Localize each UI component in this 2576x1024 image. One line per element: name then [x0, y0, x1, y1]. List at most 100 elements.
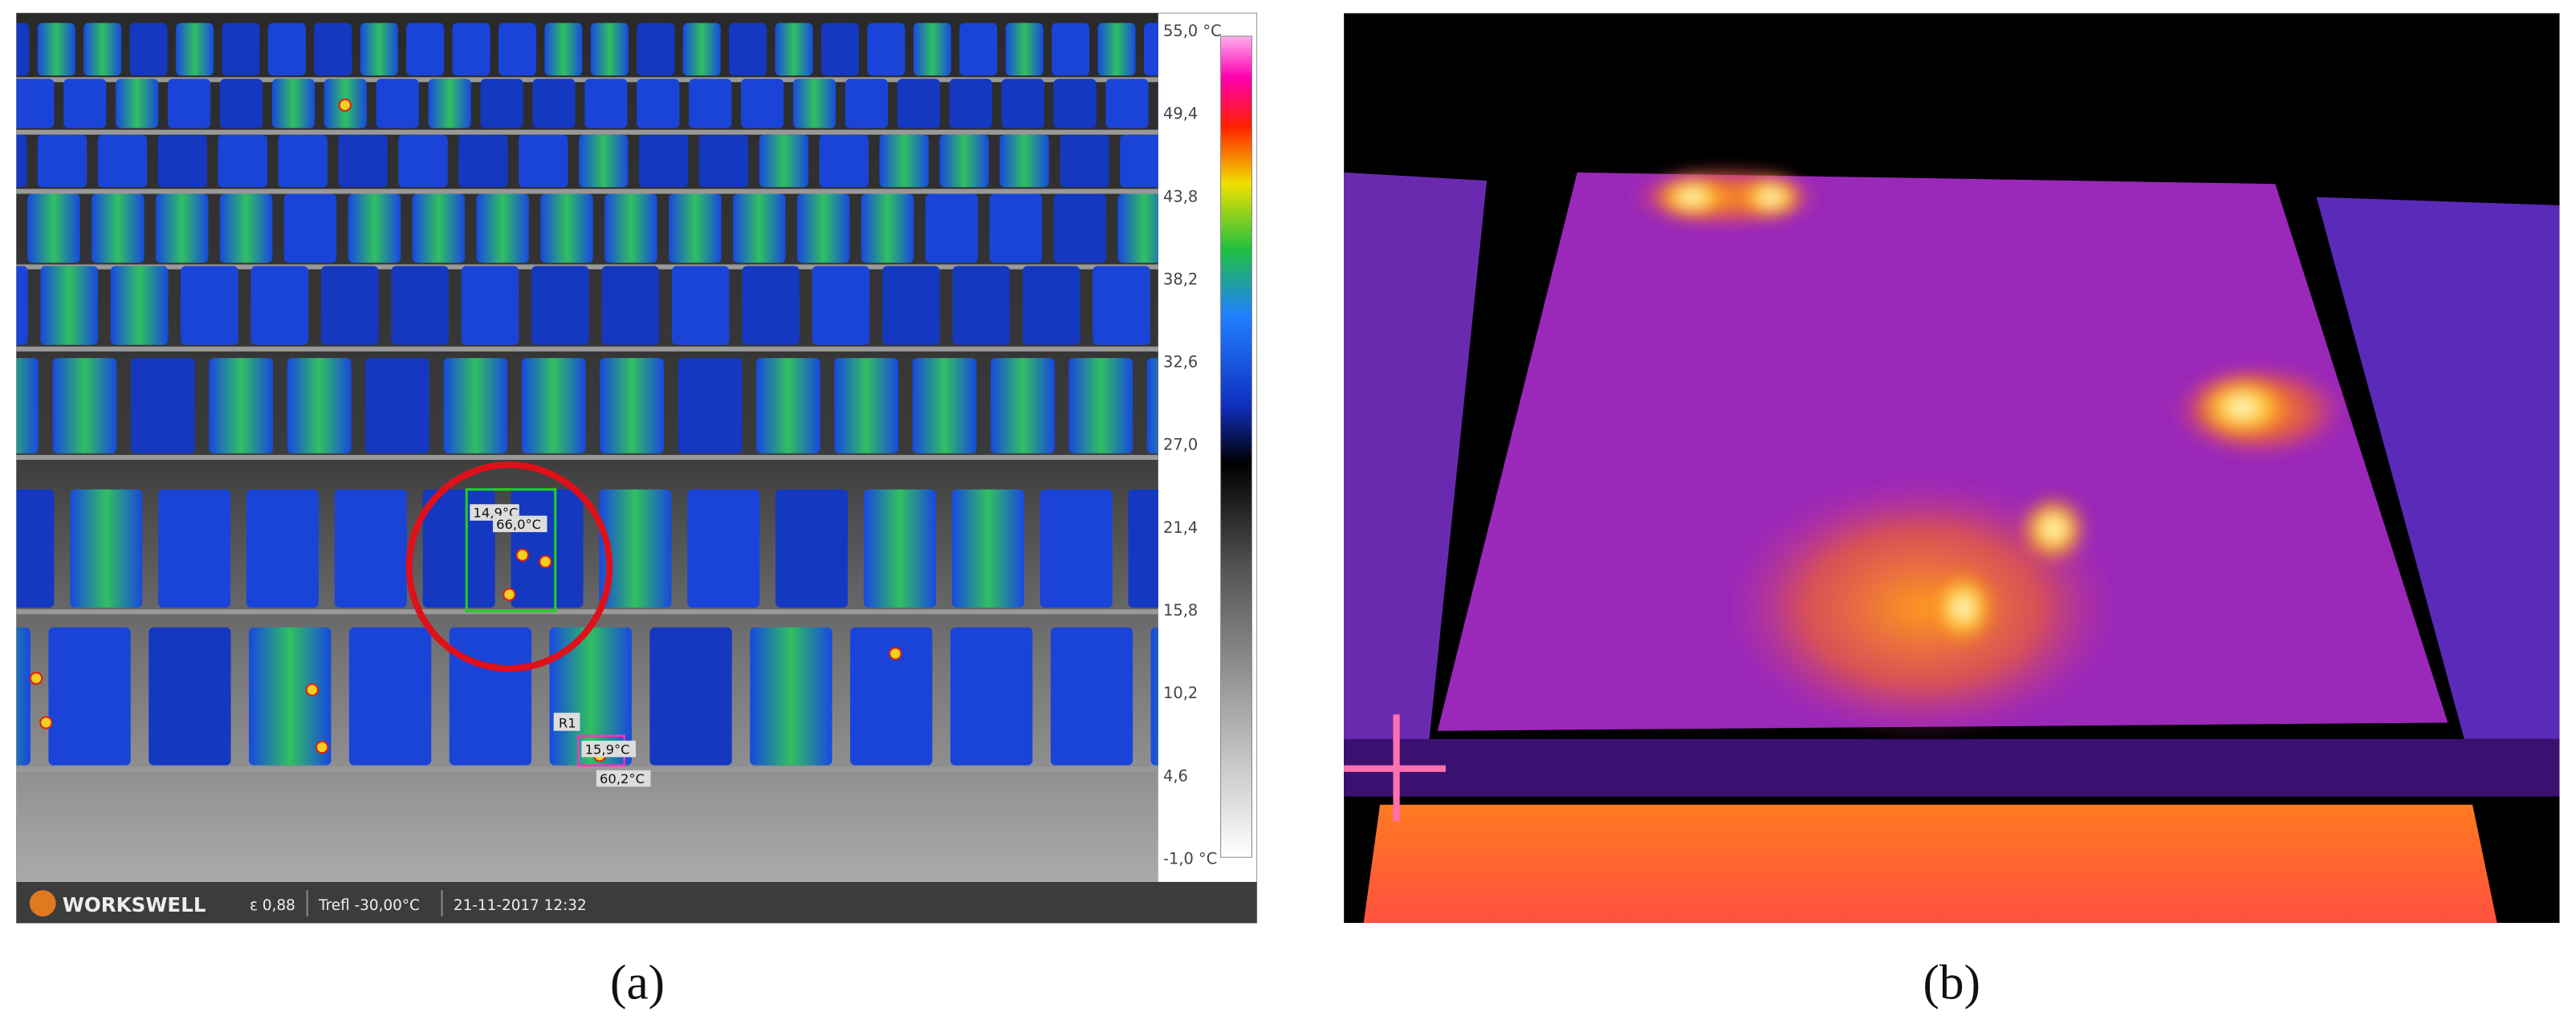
hot-spot	[1927, 567, 2000, 649]
solar-panel	[867, 22, 905, 76]
solar-panel	[834, 358, 899, 453]
solar-panel	[130, 358, 195, 453]
solar-panel	[1146, 358, 1158, 453]
solar-panel	[678, 358, 743, 453]
caption-b: (b)	[1923, 955, 1981, 1010]
solar-panel	[775, 22, 813, 76]
solar-panel	[925, 193, 979, 263]
solar-panel	[532, 79, 576, 128]
solar-panel	[157, 134, 208, 188]
solar-panel	[348, 627, 432, 766]
solar-panel	[278, 134, 328, 188]
solar-panel	[412, 193, 466, 263]
hot-spot	[39, 716, 53, 729]
solar-panel	[249, 627, 332, 766]
solar-panel	[222, 22, 260, 76]
solar-panel	[63, 79, 107, 128]
solar-panel	[897, 79, 941, 128]
solar-panel	[110, 266, 169, 345]
solar-panel	[0, 79, 2, 128]
solar-panel	[219, 193, 273, 263]
solar-panel	[637, 79, 680, 128]
solar-panel	[365, 358, 429, 453]
solar-panel	[792, 79, 836, 128]
solar-panel	[406, 22, 445, 76]
solar-panel	[16, 79, 55, 128]
scale-labels: 55,0 °C 49,4 43,8 38,2 32,6 27,0 21,4 15,8 10,2 4…	[1163, 22, 1222, 868]
solar-panel	[741, 79, 784, 128]
hot-spot	[315, 740, 329, 754]
scale-label: 4,6	[1163, 766, 1188, 785]
box-max: 66,0°C	[496, 517, 541, 532]
solar-panel	[1093, 266, 1150, 345]
solar-panel	[116, 79, 159, 128]
solar-panel	[0, 193, 16, 262]
lower-panel	[1363, 804, 2497, 924]
scale-label: 27,0	[1163, 436, 1198, 454]
timestamp: 21-11-2017 12:32	[454, 897, 587, 914]
caption-a: (a)	[610, 955, 665, 1010]
solar-panel	[742, 266, 800, 345]
solar-panel	[52, 358, 117, 453]
solar-panel	[812, 266, 870, 345]
solar-panel	[951, 489, 1024, 608]
hot-spot	[305, 683, 319, 697]
solar-panel	[687, 489, 760, 608]
solar-panel	[759, 134, 809, 188]
solar-panel	[149, 627, 231, 766]
solar-panel	[733, 193, 786, 263]
solar-panel	[360, 22, 398, 76]
rail	[16, 129, 1158, 135]
solar-panel	[882, 266, 940, 345]
solar-panel	[218, 134, 268, 188]
solar-panel	[376, 79, 419, 128]
solar-panel	[1097, 22, 1136, 76]
region-label: R1	[559, 716, 576, 731]
solar-panel	[819, 134, 869, 188]
solar-panel	[1158, 79, 1200, 128]
solar-panel	[671, 266, 730, 345]
label-bg	[581, 740, 637, 758]
hot-spot	[338, 98, 352, 112]
scale-label: 32,6	[1163, 353, 1198, 372]
solar-panel	[599, 489, 672, 608]
solar-panel	[158, 489, 231, 608]
frame-rail	[1344, 738, 2560, 797]
solar-panel	[449, 627, 532, 766]
rail	[16, 346, 1158, 351]
solar-panel	[27, 193, 80, 263]
scale-label: 43,8	[1163, 187, 1198, 205]
hot-spot	[2190, 371, 2296, 444]
heat-areas	[1626, 164, 2350, 739]
solar-panel	[334, 489, 407, 608]
solar-panel	[320, 266, 379, 345]
scale-label: 49,4	[1163, 104, 1198, 123]
scale-label: 10,2	[1163, 684, 1198, 702]
solar-panel	[287, 358, 352, 453]
solar-panel	[820, 22, 860, 76]
solar-panel	[638, 134, 689, 188]
scale-label: 55,0 °C	[1163, 22, 1222, 40]
solar-panel	[267, 22, 306, 76]
solar-panel	[1050, 627, 1133, 766]
solar-panel	[682, 22, 721, 76]
hot-spot	[1650, 172, 1734, 222]
scale-label: 38,2	[1163, 270, 1198, 288]
solar-panel	[155, 193, 209, 263]
solar-panel	[531, 266, 589, 345]
solar-panel	[850, 627, 933, 766]
left-panel	[1344, 172, 1487, 748]
solar-panel	[16, 358, 39, 453]
hot-spot	[539, 555, 552, 569]
solar-panel	[521, 358, 586, 453]
solar-panel	[480, 79, 523, 128]
solar-panel	[1105, 79, 1149, 128]
solar-panel	[584, 79, 628, 128]
hot-spot	[889, 647, 902, 660]
solar-panel	[428, 79, 471, 128]
solar-panel	[540, 193, 593, 263]
solar-panel	[1053, 193, 1106, 263]
solar-panel	[952, 266, 1011, 345]
solar-panel	[913, 22, 951, 76]
